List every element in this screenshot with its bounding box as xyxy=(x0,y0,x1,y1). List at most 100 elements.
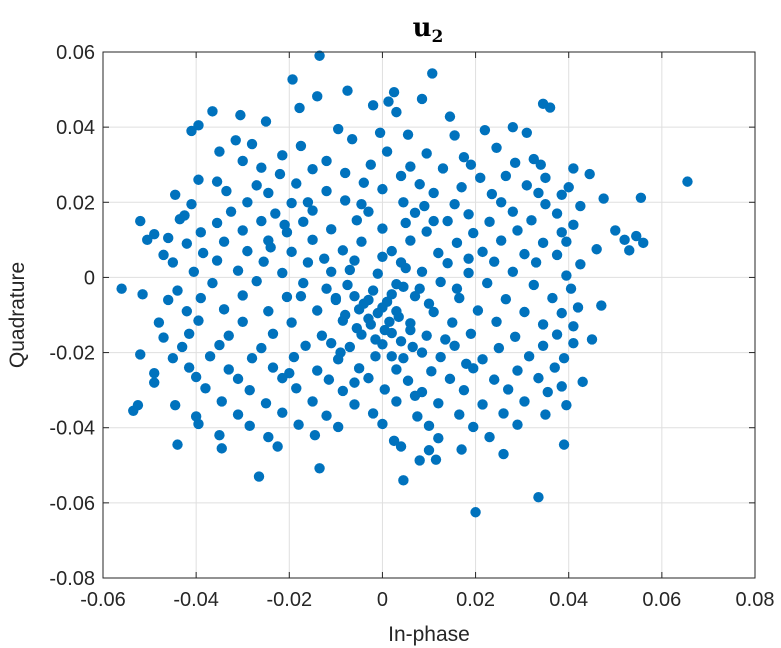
data-point xyxy=(405,235,416,246)
data-point xyxy=(537,237,549,249)
data-point xyxy=(300,340,311,352)
data-point xyxy=(358,177,369,188)
data-point xyxy=(214,146,225,157)
y-tick-label: 0.02 xyxy=(56,192,95,214)
data-point xyxy=(319,253,330,264)
data-point xyxy=(540,172,551,184)
plot-frame xyxy=(102,51,756,579)
data-point xyxy=(377,223,388,234)
data-point xyxy=(323,374,335,385)
data-point xyxy=(433,433,444,444)
data-point xyxy=(353,363,365,374)
data-point xyxy=(211,255,223,266)
data-point xyxy=(521,127,532,138)
data-point xyxy=(495,235,507,246)
data-point xyxy=(181,238,193,249)
data-point xyxy=(232,265,244,276)
data-point xyxy=(291,383,302,394)
data-point xyxy=(293,419,304,430)
data-point xyxy=(326,266,337,277)
data-point xyxy=(419,200,430,212)
data-point xyxy=(344,341,356,353)
y-tick-label: 0.04 xyxy=(56,117,95,139)
data-point xyxy=(307,164,318,175)
x-tick-label: -0.04 xyxy=(173,589,219,611)
data-point xyxy=(294,102,305,114)
data-point xyxy=(519,396,530,407)
y-tick-label: 0 xyxy=(84,267,95,289)
data-point xyxy=(193,418,204,430)
data-point xyxy=(330,294,342,306)
data-point xyxy=(214,339,225,351)
data-point xyxy=(398,475,409,486)
data-point xyxy=(312,91,323,102)
axis-ticks xyxy=(102,51,756,579)
x-tick-label: -0.06 xyxy=(80,589,126,611)
data-point xyxy=(263,431,274,443)
y-tick-label: -0.06 xyxy=(49,493,95,515)
data-point xyxy=(563,182,574,193)
data-point xyxy=(565,283,577,294)
data-point xyxy=(519,248,530,260)
data-point xyxy=(454,292,465,304)
data-point xyxy=(302,257,314,268)
data-point xyxy=(542,386,553,398)
data-point xyxy=(295,140,307,152)
data-point xyxy=(381,146,393,157)
data-point xyxy=(351,322,363,334)
data-point xyxy=(444,373,456,385)
data-point xyxy=(277,407,288,418)
data-point xyxy=(568,337,579,349)
data-point xyxy=(507,121,519,133)
data-point xyxy=(167,353,179,364)
data-point xyxy=(402,375,414,386)
data-point xyxy=(349,377,360,388)
data-point xyxy=(463,209,474,220)
data-point xyxy=(414,455,425,466)
data-point xyxy=(507,266,519,277)
data-point xyxy=(216,396,227,407)
data-point xyxy=(244,384,255,396)
data-point xyxy=(256,215,267,227)
data-point xyxy=(167,257,179,268)
data-point xyxy=(463,253,474,264)
data-point xyxy=(486,188,498,200)
data-point xyxy=(537,340,549,352)
data-point xyxy=(421,226,432,237)
data-point xyxy=(391,364,402,375)
data-point xyxy=(489,256,500,267)
x-tick-label: 0 xyxy=(377,589,388,611)
data-point xyxy=(377,418,388,430)
data-point xyxy=(326,337,337,349)
data-point xyxy=(421,330,432,341)
data-point xyxy=(314,463,325,474)
data-point xyxy=(591,244,602,255)
data-point xyxy=(274,168,286,180)
x-tick-label: 0.08 xyxy=(736,589,775,611)
data-point xyxy=(363,313,374,324)
data-point xyxy=(500,294,512,305)
data-point xyxy=(235,109,246,121)
data-point xyxy=(556,381,567,392)
data-point xyxy=(260,116,272,127)
data-point xyxy=(442,215,453,227)
data-point xyxy=(284,368,295,379)
data-point xyxy=(561,270,572,281)
data-point xyxy=(367,100,379,111)
data-point xyxy=(383,96,394,107)
data-point xyxy=(386,351,397,362)
data-point xyxy=(337,385,349,397)
data-point xyxy=(176,341,188,353)
data-point xyxy=(561,236,572,247)
data-point xyxy=(149,368,160,379)
data-point xyxy=(339,167,351,179)
data-point xyxy=(335,347,346,358)
data-point xyxy=(391,396,402,407)
data-point xyxy=(540,198,551,210)
data-point xyxy=(405,324,416,336)
data-point xyxy=(379,324,390,336)
data-point xyxy=(407,341,418,353)
data-point xyxy=(423,298,435,309)
data-point xyxy=(586,334,598,345)
data-point xyxy=(377,183,388,195)
